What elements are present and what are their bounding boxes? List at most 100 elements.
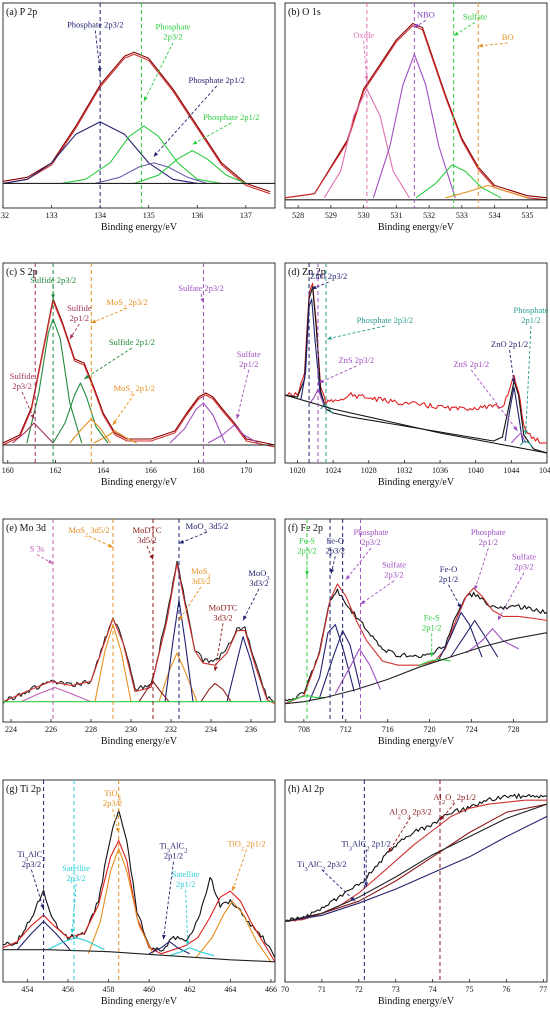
- annotation-arrow: [330, 556, 336, 574]
- annotation-arrowhead: [345, 575, 351, 580]
- series-line: [415, 164, 502, 199]
- x-tick-label: 166: [145, 466, 157, 475]
- peak-annotation: ZnS 2p3/2: [338, 355, 374, 365]
- annotation-arrowhead: [48, 559, 53, 564]
- annotation-arrowhead: [69, 334, 74, 339]
- series-line: [148, 941, 190, 955]
- peak-annotation-line2: 2p3/2: [514, 562, 533, 572]
- x-tick-label: 77: [539, 985, 547, 994]
- x-tick-label: 720: [424, 725, 436, 734]
- peak-annotation: Fe-S: [424, 613, 440, 623]
- annotation-arrowhead: [330, 568, 335, 574]
- series-line: [285, 282, 547, 444]
- series-line: [3, 53, 271, 195]
- peak-annotation: Sulfate: [512, 552, 536, 562]
- peak-annotation: TiO2 2p1/2: [228, 839, 266, 853]
- peak-annotation-line2: 2p3/2: [103, 798, 122, 808]
- annotation-arrowhead: [243, 615, 247, 621]
- series-line: [3, 809, 275, 959]
- peak-annotation-line2: 3d3/2: [213, 612, 232, 622]
- annotation-arrow: [321, 869, 356, 902]
- peak-annotation: Sulfate: [382, 560, 406, 570]
- series-line: [510, 432, 527, 444]
- series-line: [3, 949, 275, 963]
- annotation-arrowhead: [40, 904, 45, 910]
- x-tick-label: 533: [456, 211, 468, 220]
- peak-annotation: MoO3 3d5/2: [186, 521, 229, 535]
- series-line: [87, 848, 154, 954]
- peak-annotation: MoS2 3d5/2: [68, 525, 109, 539]
- panel-d: (d) Zn 2p 1020 1024 1028 1032 1036 1040 1044 104…: [284, 262, 550, 488]
- annotation-arrow: [214, 623, 224, 672]
- x-axis-label: Binding energy/eV: [101, 996, 178, 1007]
- annotation-arrowhead: [364, 882, 369, 888]
- panel-g: (g) Ti 2p 454 456 458 460 462 464 466 Binding en…: [2, 779, 277, 1007]
- panel-b: (b) O 1s 528 529 530 531 532 533 534 535 Binding …: [284, 2, 548, 233]
- x-axis-label: Binding energy/eV: [378, 477, 455, 488]
- annotation-arrowhead: [97, 67, 102, 73]
- peak-annotation: Sulfide: [67, 303, 92, 313]
- plot-area: [285, 780, 547, 982]
- panel-label: (g) Ti 2p: [6, 784, 41, 795]
- series-line: [61, 125, 222, 184]
- series-line: [334, 648, 381, 694]
- annotation-arrowhead: [305, 571, 309, 576]
- annotation-arrowhead: [388, 847, 393, 853]
- x-tick-label: 1024: [325, 466, 341, 475]
- x-tick-label: 1044: [503, 466, 519, 475]
- peak-annotation-line2: 3d3/2: [249, 578, 268, 588]
- peak-annotation: Sulfate 2p3/2: [178, 283, 224, 293]
- annotation-arrowhead: [414, 23, 420, 28]
- series-line: [3, 563, 275, 705]
- peak-annotation: ZnO 2p3/2: [310, 271, 347, 281]
- x-tick-label: 535: [521, 211, 533, 220]
- annotation-arrow: [192, 122, 232, 145]
- panel-c: (c) S 2p 160 162 164 166 168 170 Binding energy…: [2, 262, 276, 488]
- peak-annotation-line2: 2p1/2: [70, 313, 89, 323]
- peak-annotation-line2: 3d3/2: [191, 576, 210, 586]
- x-tick-label: 728: [507, 725, 519, 734]
- panel-label: (b) O 1s: [288, 7, 321, 18]
- x-tick-label: 462: [184, 985, 196, 994]
- peak-annotation: TiO2: [104, 788, 121, 802]
- annotation-arrowhead: [84, 374, 90, 379]
- annotation-arrowhead: [457, 603, 462, 609]
- annotation-arrow: [360, 580, 395, 605]
- series-line: [164, 599, 194, 702]
- series-line: [285, 583, 547, 705]
- annotation-arrow: [91, 307, 128, 324]
- peak-annotation: Phosphate: [156, 22, 191, 32]
- panel-label: (d) Zn 2p: [288, 267, 326, 278]
- annotation-arrow: [236, 369, 250, 420]
- panel-label: (h) Al 2p: [288, 784, 324, 795]
- x-tick-label: 724: [466, 725, 478, 734]
- peak-annotation: MoO3: [248, 568, 269, 582]
- peak-annotation: Sulfate: [463, 11, 487, 21]
- x-tick-label: 230: [125, 725, 137, 734]
- series-line: [285, 803, 547, 922]
- peak-annotation-line2: 2p1/2: [521, 315, 540, 325]
- peak-annotation: MoDTC: [133, 525, 162, 535]
- peak-annotation: Phosphate 2p3/2: [357, 315, 413, 325]
- annotation-arrowhead: [91, 319, 97, 324]
- x-tick-label: 168: [193, 466, 205, 475]
- peak-annotation-line2: 2p3/2: [163, 32, 182, 42]
- x-tick-label: 133: [46, 211, 58, 220]
- x-tick-label: 454: [21, 985, 33, 994]
- peak-annotation-line2: 2p1/2: [479, 537, 498, 547]
- annotation-arrow: [509, 349, 515, 384]
- annotation-arrow: [242, 588, 260, 621]
- x-tick-label: 224: [5, 725, 17, 734]
- annotation-arrowhead: [153, 152, 159, 157]
- annotation-arrowhead: [364, 76, 369, 81]
- x-tick-label: 528: [292, 211, 304, 220]
- panel-label: (f) Fe 2p: [288, 523, 323, 534]
- x-tick-label: 170: [240, 466, 252, 475]
- peak-annotation: Fe-O: [327, 535, 344, 545]
- annotation-arrowhead: [143, 96, 148, 102]
- annotation-arrowhead: [30, 414, 35, 419]
- x-tick-label: 712: [340, 725, 352, 734]
- x-tick-label: 234: [205, 725, 217, 734]
- panel-f: (f) Fe 2p 708 712 716 720 724 728 Binding energ…: [284, 518, 548, 747]
- series-line: [169, 402, 226, 444]
